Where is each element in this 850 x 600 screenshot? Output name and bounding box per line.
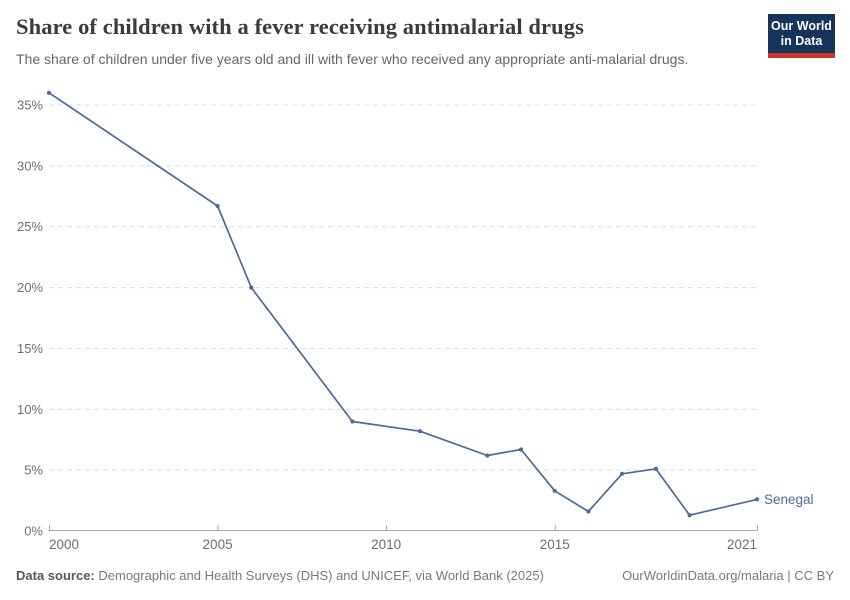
y-tick-label: 35% bbox=[17, 98, 43, 113]
data-point bbox=[586, 509, 591, 514]
data-point bbox=[215, 203, 220, 209]
x-tick-label: 2005 bbox=[203, 537, 233, 552]
chart-subtitle: The share of children under five years o… bbox=[16, 51, 689, 67]
data-point bbox=[46, 90, 52, 95]
chart-title: Share of children with a fever receiving… bbox=[16, 14, 584, 39]
x-tick-label: 2000 bbox=[49, 537, 79, 552]
data-point bbox=[417, 429, 422, 434]
owid-logo: Our World in Data bbox=[768, 14, 835, 58]
data-point bbox=[485, 453, 490, 458]
x-tick-label: 2015 bbox=[540, 537, 570, 552]
entity-label-senegal: Senegal bbox=[764, 492, 814, 507]
data-point bbox=[754, 497, 760, 502]
owid-logo-line2: in Data bbox=[780, 34, 823, 48]
data-source-label: Data source: bbox=[16, 568, 95, 583]
data-line-senegal bbox=[48, 91, 758, 517]
x-tick-label: 2010 bbox=[371, 537, 401, 552]
y-tick-label: 5% bbox=[24, 463, 43, 478]
owid-url-license: OurWorldinData.org/malaria | CC BY bbox=[622, 568, 834, 583]
data-point bbox=[552, 488, 557, 493]
data-point bbox=[249, 285, 254, 290]
y-tick-label: 0% bbox=[24, 524, 43, 539]
data-point bbox=[350, 419, 355, 424]
owid-logo-line1: Our World bbox=[771, 19, 832, 33]
y-tick-label: 30% bbox=[17, 158, 43, 173]
data-point bbox=[518, 447, 524, 452]
y-tick-label: 15% bbox=[17, 341, 43, 356]
y-tick-label: 25% bbox=[17, 219, 43, 234]
data-point bbox=[620, 471, 625, 476]
y-tick-label: 10% bbox=[17, 402, 43, 417]
data-point bbox=[653, 466, 659, 471]
data-source-note: Data source: Demographic and Health Surv… bbox=[16, 568, 544, 583]
y-tick-label: 20% bbox=[17, 280, 43, 295]
data-source-text: Demographic and Health Surveys (DHS) and… bbox=[98, 568, 544, 583]
x-tick-label: 2021 bbox=[727, 537, 757, 552]
data-point bbox=[687, 513, 692, 518]
